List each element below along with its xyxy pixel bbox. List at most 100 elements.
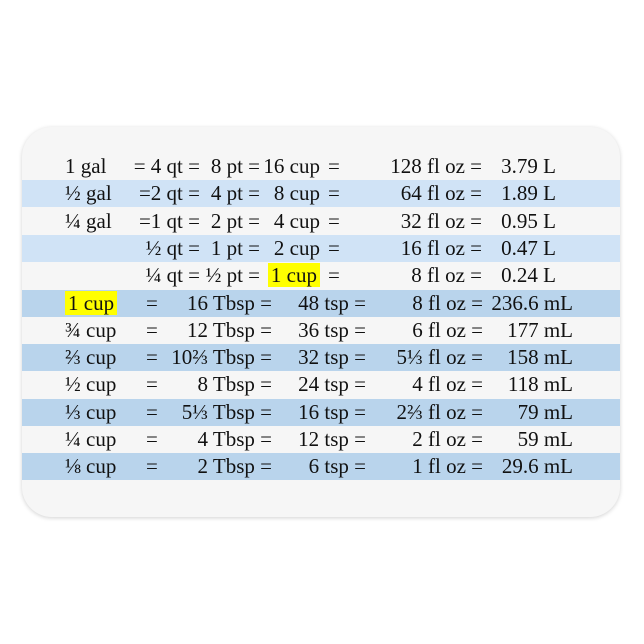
equals-sign-text: =: [328, 154, 340, 178]
tsp-cell-text: 12 tsp =: [298, 427, 366, 451]
liter-cell-text: 0.24 L: [501, 263, 556, 288]
cup-cell: ½ cup: [65, 371, 125, 398]
pint-cell: 1 pt =: [202, 235, 260, 262]
ml-cell: 79 mL: [483, 399, 573, 426]
cup-cell: 1 cup: [262, 262, 320, 289]
fl-oz-cell-text: 32 fl oz =: [400, 208, 482, 233]
pint-cell: 8 pt =: [202, 153, 260, 180]
pint-cell: 2 pt =: [202, 208, 260, 235]
fl-oz-cell-text: 2 fl oz =: [412, 427, 483, 451]
gallon-cell: 1 gal: [65, 153, 125, 180]
conversion-magnet-card: 1 gal = 4 qt = 8 pt = 16 cup = 128 fl oz = 3.7…: [22, 127, 620, 517]
tbsp-cell: 2 Tbsp =: [162, 453, 272, 480]
liter-cell: 1.89 L: [486, 180, 556, 207]
tsp-cell-text: 32 tsp =: [298, 345, 366, 370]
fl-oz-cell: 1 fl oz =: [373, 453, 483, 480]
cup-cell-text: ¾ cup: [65, 317, 117, 342]
equals-sign: =: [146, 371, 166, 398]
cup-cell-text: ⅔ cup: [65, 345, 117, 370]
tbsp-cell: 10⅔ Tbsp =: [162, 344, 272, 371]
quart-cell: =1 qt =: [120, 208, 200, 235]
tbsp-cell-text: 8 Tbsp =: [197, 372, 272, 397]
cup-cell: 8 cup: [262, 180, 320, 207]
pint-cell: 4 pt =: [202, 180, 260, 207]
liter-cell-text: 3.79 L: [501, 154, 556, 178]
fl-oz-cell: 2⅔ fl oz =: [373, 399, 484, 426]
fl-oz-cell: 64 fl oz =: [352, 180, 482, 207]
liter-cell: 0.95 L: [486, 208, 556, 235]
cup-cell: 1 cup: [65, 290, 125, 317]
fl-oz-cell-text: 8 fl oz =: [412, 290, 483, 315]
equals-sign: =: [146, 344, 166, 371]
tsp-cell-text: 36 tsp =: [298, 317, 366, 342]
equals-sign: =: [328, 235, 348, 262]
fl-oz-cell: 4 fl oz =: [373, 371, 483, 398]
fl-oz-cell: 5⅓ fl oz =: [373, 344, 484, 371]
ml-cell: 118 mL: [483, 371, 573, 398]
tbsp-cell-text: 12 Tbsp =: [187, 317, 272, 342]
table-row: ¼ qt = ½ pt = 1 cup = 8 fl oz = 0.24 L: [22, 262, 620, 289]
equals-sign-text: =: [146, 290, 158, 315]
pint-cell: ½ pt =: [202, 262, 260, 289]
gallon-cell-text: ½ gal: [65, 181, 112, 206]
table-row: ¼ gal =1 qt = 2 pt = 4 cup = 32 fl oz = 0.95 L: [22, 208, 620, 235]
equals-sign-text: =: [146, 399, 158, 424]
table-row: 1 cup = 16 Tbsp = 48 tsp = 8 fl oz = 236.6 mL: [22, 289, 620, 317]
cup-cell: ¾ cup: [65, 317, 125, 344]
tsp-cell: 32 tsp =: [276, 344, 366, 371]
quart-cell: = 4 qt =: [120, 153, 200, 180]
equals-sign: =: [328, 153, 348, 180]
fl-oz-cell: 2 fl oz =: [373, 426, 483, 453]
table-row: ⅓ cup = 5⅓ Tbsp = 16 tsp = 2⅔ fl oz = 79 mL: [22, 398, 620, 426]
fl-oz-cell-text: 5⅓ fl oz =: [396, 345, 484, 370]
equals-sign: =: [328, 262, 348, 289]
liter-cell-text: 0.95 L: [501, 208, 556, 233]
pint-cell-text: 2 pt =: [210, 208, 260, 233]
ml-cell-text: 177 mL: [507, 317, 573, 342]
cup-cell-text: ¼ cup: [65, 427, 117, 451]
equals-sign: =: [146, 453, 166, 480]
quart-cell-text: = 4 qt =: [133, 154, 200, 178]
cup-cell-text: 4 cup: [273, 208, 320, 233]
tbsp-cell: 4 Tbsp =: [162, 426, 272, 453]
fl-oz-cell: 32 fl oz =: [352, 208, 482, 235]
cup-cell-text: 8 cup: [273, 181, 320, 206]
tsp-cell: 36 tsp =: [276, 317, 366, 344]
tbsp-cell: 8 Tbsp =: [162, 371, 272, 398]
equals-sign-text: =: [328, 235, 340, 260]
fl-oz-cell-text: 128 fl oz =: [390, 154, 482, 178]
fl-oz-cell: 6 fl oz =: [373, 317, 483, 344]
fl-oz-cell: 16 fl oz =: [352, 235, 482, 262]
quart-cell: ½ qt =: [120, 235, 200, 262]
fl-oz-cell-text: 4 fl oz =: [412, 372, 483, 397]
equals-sign-text: =: [146, 427, 158, 451]
table-row: ½ gal =2 qt = 4 pt = 8 cup = 64 fl oz = 1.89 L: [22, 180, 620, 208]
tbsp-cell-text: 5⅓ Tbsp =: [181, 399, 272, 424]
tbsp-cell-text: 10⅔ Tbsp =: [171, 345, 272, 370]
pint-cell-text: 1 pt =: [210, 235, 260, 260]
cup-cell-text: ½ cup: [65, 372, 117, 397]
cup-cell: 4 cup: [262, 208, 320, 235]
tbsp-cell: 12 Tbsp =: [162, 317, 272, 344]
equals-sign-text: =: [328, 181, 340, 206]
pint-cell-text: 8 pt =: [210, 154, 260, 178]
quart-cell: ¼ qt =: [120, 262, 200, 289]
equals-sign-text: =: [328, 208, 340, 233]
quart-cell-text: ½ qt =: [145, 235, 200, 260]
fl-oz-cell: 8 fl oz =: [373, 290, 483, 317]
equals-sign: =: [146, 426, 166, 453]
tsp-cell-text: 24 tsp =: [298, 372, 366, 397]
fl-oz-cell-text: 2⅔ fl oz =: [396, 399, 484, 424]
tsp-cell: 16 tsp =: [276, 399, 366, 426]
tsp-cell: 6 tsp =: [276, 453, 366, 480]
cup-cell-text: 2 cup: [273, 235, 320, 260]
pint-cell-text: ½ pt =: [205, 263, 260, 288]
equals-sign: =: [146, 399, 166, 426]
ml-cell: 59 mL: [483, 426, 573, 453]
gallon-cell: [65, 235, 125, 262]
ml-cell-text: 118 mL: [507, 372, 573, 397]
table-row: ⅔ cup = 10⅔ Tbsp = 32 tsp = 5⅓ fl oz = 158 mL: [22, 344, 620, 372]
fl-oz-cell-text: 8 fl oz =: [411, 263, 482, 288]
liter-cell-text: 0.47 L: [501, 235, 556, 260]
table-row: ¼ cup = 4 Tbsp = 12 tsp = 2 fl oz = 59 mL: [22, 426, 620, 453]
